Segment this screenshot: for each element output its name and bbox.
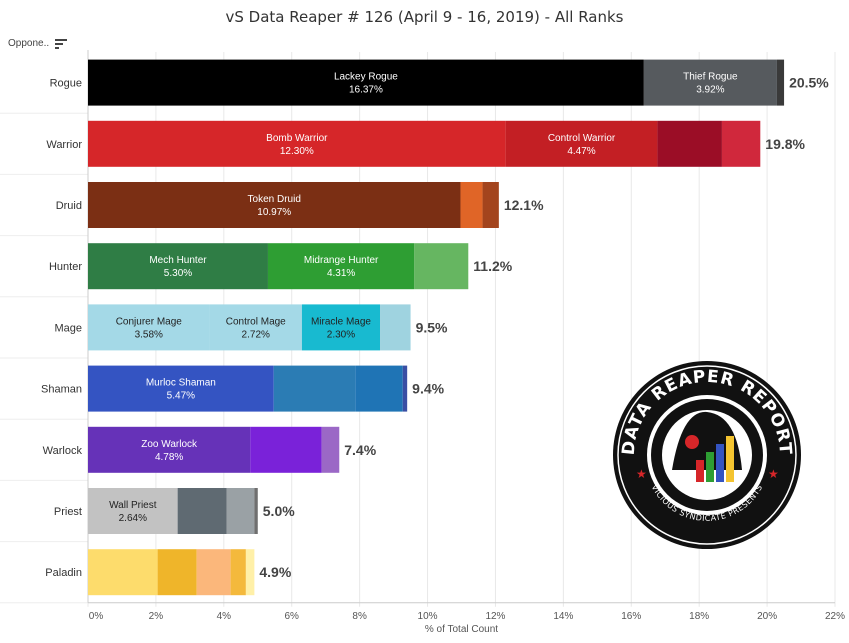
x-tick-label: 6%: [285, 611, 300, 622]
bar-segment: [380, 304, 411, 351]
bar-segment: [88, 426, 251, 473]
bar-segment: [88, 59, 644, 106]
bar-segment: [250, 426, 322, 473]
segment-value-label: 2.64%: [119, 513, 147, 524]
bar-segment: [88, 549, 158, 596]
logo-star-right: ★: [768, 467, 779, 481]
bar-segment: [267, 243, 415, 290]
bar-segment: [209, 304, 302, 351]
bar-segment: [88, 120, 506, 167]
segment-value-label: 3.58%: [135, 329, 163, 340]
row-label-priest: Priest: [54, 506, 82, 518]
segment-name-label: Bomb Warrior: [266, 133, 328, 144]
row-label-druid: Druid: [56, 200, 82, 212]
bar-segment: [196, 549, 231, 596]
segment-name-label: Zoo Warlock: [141, 439, 198, 450]
bar-segment: [88, 243, 268, 290]
sort-icon[interactable]: [55, 38, 68, 49]
bar-segment: [88, 304, 210, 351]
row-label-mage: Mage: [54, 322, 82, 334]
segment-name-label: Lackey Rogue: [334, 72, 398, 83]
bar-segment: [226, 488, 255, 534]
segment-value-label: 16.37%: [349, 85, 383, 96]
row-total-label: 9.4%: [412, 381, 444, 397]
bar-segment: [321, 426, 340, 473]
row-total-label: 7.4%: [344, 442, 376, 458]
segment-value-label: 4.31%: [327, 268, 355, 279]
opponent-header-label: Oppone..: [8, 38, 50, 49]
bar-segment: [776, 59, 785, 106]
segment-value-label: 4.78%: [155, 452, 183, 463]
segment-name-label: Miracle Mage: [311, 316, 371, 327]
logo-star-left: ★: [636, 467, 647, 481]
segment-name-label: Control Mage: [226, 316, 286, 327]
segment-value-label: 3.92%: [696, 85, 724, 96]
bar-segment: [301, 304, 381, 351]
bar-segment: [157, 549, 197, 596]
bar-segment: [273, 365, 356, 412]
bar-segment: [254, 488, 258, 534]
bar-segment: [402, 365, 408, 412]
bar-segment: [355, 365, 403, 412]
row-label-rogue: Rogue: [50, 78, 82, 90]
segment-name-label: Wall Priest: [109, 500, 157, 511]
row-total-label: 4.9%: [259, 564, 291, 580]
row-total-label: 11.2%: [473, 258, 512, 274]
chart-title: vS Data Reaper # 126 (April 9 - 16, 2019…: [225, 8, 624, 26]
data-reaper-report-logo: DATA REAPER REPORT VICIOUS SYNDICATE PRE…: [613, 361, 801, 549]
x-tick-label: 0%: [89, 611, 104, 622]
bar-segment: [643, 59, 777, 106]
row-total-label: 12.1%: [504, 197, 544, 213]
segment-name-label: Mech Hunter: [149, 255, 207, 266]
x-tick-label: 2%: [149, 611, 164, 622]
bar-segment: [414, 243, 469, 290]
bar-segment: [657, 120, 722, 167]
x-tick-label: 18%: [689, 611, 709, 622]
row-label-warlock: Warlock: [43, 445, 83, 457]
segment-value-label: 2.72%: [242, 329, 270, 340]
segment-value-label: 12.30%: [280, 146, 314, 157]
segment-value-label: 5.47%: [167, 391, 195, 402]
bar-segment: [230, 549, 246, 596]
x-tick-label: 20%: [757, 611, 777, 622]
bar-segment: [245, 549, 255, 596]
row-label-shaman: Shaman: [41, 384, 82, 396]
row-label-hunter: Hunter: [49, 261, 82, 273]
x-tick-label: 14%: [553, 611, 573, 622]
row-label-paladin: Paladin: [45, 567, 82, 579]
bar-segment: [177, 488, 227, 534]
segment-value-label: 2.30%: [327, 329, 355, 340]
segment-name-label: Control Warrior: [548, 133, 616, 144]
bar-segment: [721, 120, 761, 167]
bar-segment: [88, 488, 178, 534]
segment-value-label: 10.97%: [257, 207, 291, 218]
x-axis-label: % of Total Count: [424, 624, 499, 635]
bar-segment: [88, 365, 274, 412]
segment-name-label: Token Druid: [248, 194, 301, 205]
segment-name-label: Conjurer Mage: [116, 316, 183, 327]
segment-name-label: Murloc Shaman: [146, 378, 216, 389]
bar-segment: [505, 120, 658, 167]
row-total-label: 9.5%: [416, 319, 448, 335]
x-tick-label: 12%: [485, 611, 505, 622]
row-total-label: 20.5%: [789, 75, 829, 91]
opponent-column-header[interactable]: Oppone..: [8, 38, 68, 49]
row-label-warrior: Warrior: [46, 139, 82, 151]
x-tick-label: 16%: [621, 611, 641, 622]
segment-value-label: 4.47%: [567, 146, 595, 157]
row-total-label: 5.0%: [263, 503, 295, 519]
x-tick-label: 10%: [418, 611, 438, 622]
segment-name-label: Thief Rogue: [683, 72, 738, 83]
bar-segment: [482, 182, 499, 228]
segment-name-label: Midrange Hunter: [304, 255, 379, 266]
x-tick-label: 8%: [352, 611, 367, 622]
x-tick-label: 22%: [825, 611, 845, 622]
bar-segment: [460, 182, 483, 228]
row-total-label: 19.8%: [765, 136, 805, 152]
segment-value-label: 5.30%: [164, 268, 192, 279]
bar-segment: [88, 182, 461, 228]
x-tick-label: 4%: [217, 611, 232, 622]
